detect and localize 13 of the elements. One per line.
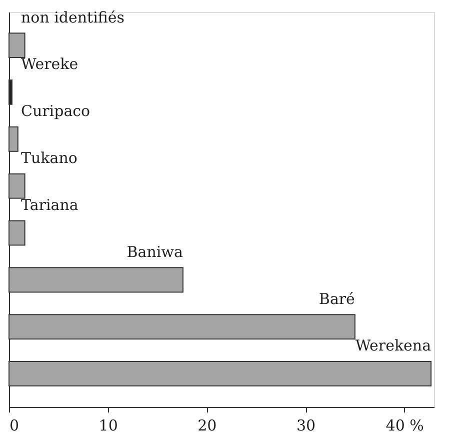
x-tick-label: 30 bbox=[296, 416, 316, 434]
y-tick-label: Werekena bbox=[355, 336, 432, 355]
y-tick-label: Baré bbox=[318, 290, 356, 308]
y-tick-label: Tukano bbox=[21, 149, 78, 168]
y-tick-label: Tariana bbox=[21, 196, 78, 214]
y-tick-label: Curipaco bbox=[21, 102, 90, 120]
x-tick-label: 20 bbox=[198, 416, 217, 434]
x-tick-label: 0 bbox=[10, 416, 20, 434]
x-tick-label: 40 % bbox=[386, 416, 424, 434]
x-tick-label: 10 bbox=[98, 416, 118, 434]
y-tick-label: non identifiés bbox=[21, 8, 124, 26]
y-tick-label: Baniwa bbox=[126, 242, 183, 261]
y-tick-label: Wereke bbox=[21, 55, 78, 74]
